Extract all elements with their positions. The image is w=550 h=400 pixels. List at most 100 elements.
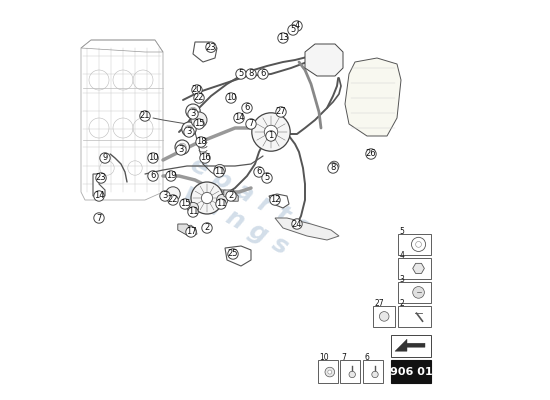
Circle shape [206, 42, 216, 52]
Text: 6: 6 [260, 70, 266, 78]
Circle shape [194, 119, 204, 129]
Circle shape [189, 107, 197, 115]
Text: 23: 23 [206, 43, 216, 52]
Circle shape [252, 113, 290, 151]
Circle shape [140, 111, 150, 121]
Circle shape [416, 242, 421, 247]
Circle shape [202, 223, 212, 233]
Text: 6: 6 [364, 354, 369, 362]
Text: 1: 1 [268, 132, 274, 140]
Text: 14: 14 [234, 114, 244, 122]
Circle shape [201, 192, 213, 204]
Circle shape [288, 25, 298, 35]
Circle shape [349, 371, 355, 378]
Circle shape [176, 145, 186, 155]
FancyBboxPatch shape [398, 282, 431, 303]
FancyBboxPatch shape [363, 360, 383, 383]
Text: 11: 11 [216, 200, 226, 208]
Text: e p a r t s
w i n g s: e p a r t s w i n g s [172, 152, 314, 264]
Circle shape [188, 202, 199, 214]
Text: 5: 5 [265, 174, 270, 182]
Text: 5: 5 [400, 227, 405, 236]
Polygon shape [305, 44, 343, 76]
Text: 27: 27 [276, 108, 287, 116]
Circle shape [234, 113, 244, 123]
Text: 21: 21 [140, 112, 150, 120]
Polygon shape [225, 246, 251, 266]
Circle shape [292, 21, 302, 31]
Text: 6: 6 [244, 104, 250, 112]
Text: 10: 10 [148, 154, 158, 162]
Circle shape [262, 173, 272, 183]
Text: 25: 25 [228, 250, 238, 258]
Circle shape [228, 249, 238, 259]
Circle shape [328, 370, 332, 374]
Text: 20: 20 [192, 86, 202, 94]
Text: 2: 2 [228, 192, 234, 200]
Text: 11: 11 [214, 168, 224, 176]
Text: 7: 7 [248, 120, 254, 128]
Text: 10: 10 [226, 94, 236, 102]
Circle shape [188, 207, 198, 217]
FancyBboxPatch shape [398, 258, 431, 279]
Circle shape [276, 107, 286, 117]
Circle shape [166, 187, 180, 201]
Text: 12: 12 [270, 196, 280, 204]
Polygon shape [395, 339, 425, 351]
Polygon shape [412, 263, 425, 274]
Text: 22: 22 [194, 94, 204, 102]
Text: 3: 3 [400, 275, 405, 284]
Circle shape [175, 140, 189, 154]
Text: 18: 18 [196, 138, 206, 146]
Polygon shape [269, 194, 289, 208]
Circle shape [200, 153, 210, 163]
Text: 2: 2 [400, 299, 405, 308]
Circle shape [148, 153, 158, 163]
Text: 13: 13 [278, 34, 288, 42]
Text: 6: 6 [256, 168, 262, 176]
Text: 7: 7 [96, 214, 102, 222]
FancyBboxPatch shape [398, 234, 431, 255]
Text: 9: 9 [102, 154, 108, 162]
Polygon shape [224, 190, 238, 201]
Circle shape [178, 143, 186, 151]
Text: 27: 27 [375, 299, 384, 308]
Circle shape [191, 182, 223, 214]
Text: 17: 17 [186, 228, 196, 236]
Circle shape [246, 69, 256, 79]
Circle shape [292, 219, 302, 229]
FancyBboxPatch shape [318, 360, 338, 383]
FancyBboxPatch shape [340, 360, 360, 383]
Circle shape [270, 195, 280, 205]
Polygon shape [186, 225, 197, 236]
Circle shape [246, 119, 256, 129]
Circle shape [184, 127, 194, 137]
Circle shape [236, 69, 246, 79]
Circle shape [185, 125, 193, 133]
Circle shape [226, 93, 236, 103]
Text: 15: 15 [194, 120, 204, 128]
Text: 16: 16 [200, 154, 210, 162]
Circle shape [214, 164, 226, 176]
Circle shape [96, 173, 106, 183]
Text: 10: 10 [319, 354, 329, 362]
Circle shape [258, 69, 268, 79]
Circle shape [226, 191, 236, 201]
Text: 906 01: 906 01 [390, 367, 432, 377]
Text: 8: 8 [331, 164, 336, 172]
Text: 23: 23 [96, 174, 106, 182]
Circle shape [94, 213, 104, 223]
Circle shape [191, 112, 207, 128]
Text: 22: 22 [168, 196, 178, 204]
FancyBboxPatch shape [373, 306, 395, 327]
Circle shape [186, 104, 200, 118]
Circle shape [182, 122, 196, 136]
Text: 3: 3 [186, 128, 192, 136]
Circle shape [186, 227, 196, 237]
Circle shape [166, 171, 176, 181]
Text: 5: 5 [290, 26, 296, 34]
Text: 14: 14 [94, 192, 104, 200]
Circle shape [160, 191, 170, 201]
Circle shape [266, 131, 276, 141]
Polygon shape [193, 42, 217, 62]
